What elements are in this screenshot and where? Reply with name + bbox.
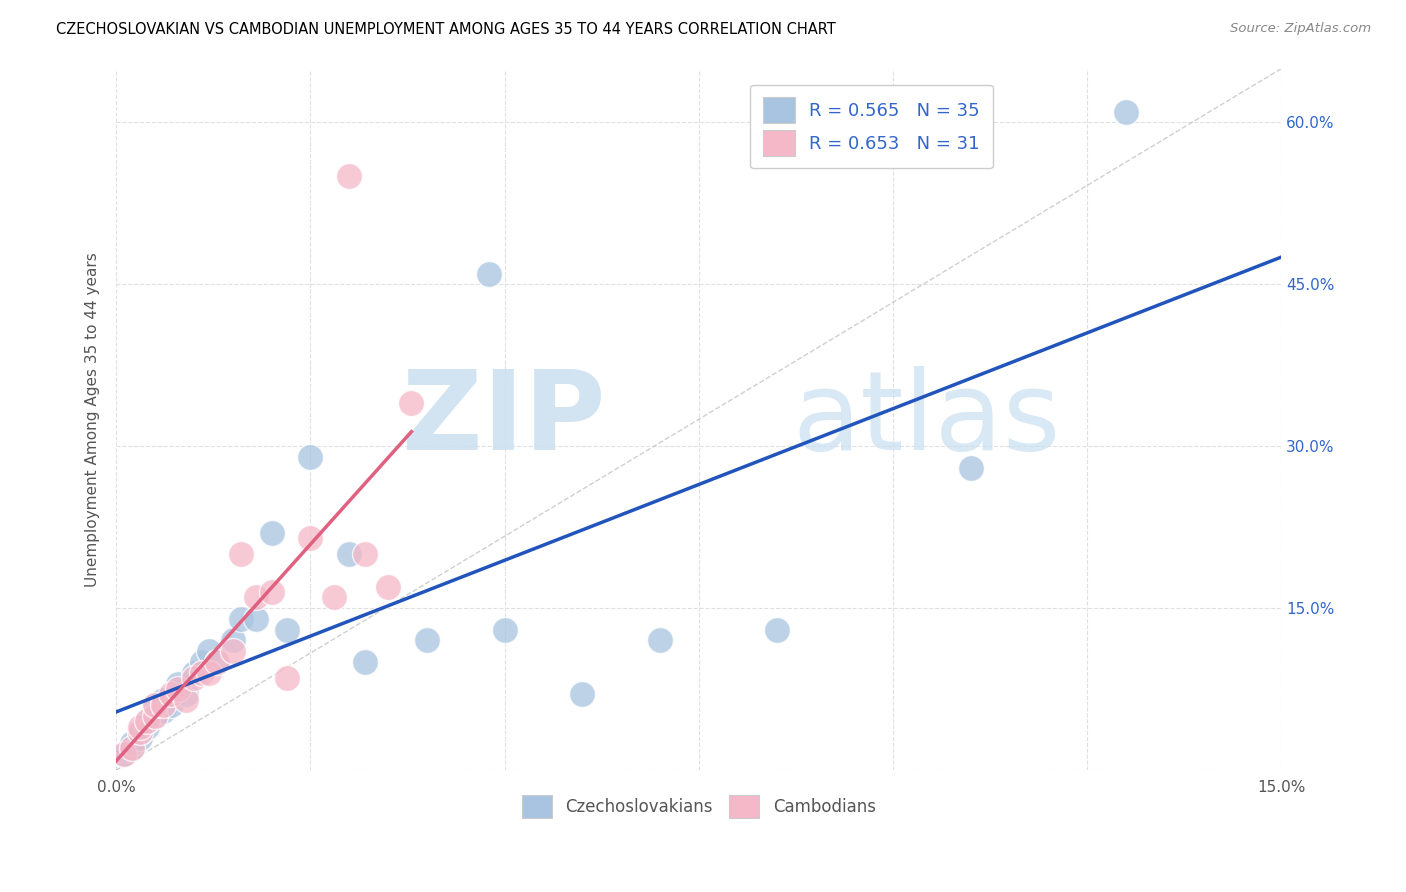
Point [401, 396, 423, 410]
Point [143, 709, 166, 723]
Point [136, 714, 159, 729]
Point [337, 169, 360, 184]
Point [276, 671, 298, 685]
Point [190, 655, 212, 669]
Point [207, 655, 229, 669]
Point [190, 665, 212, 680]
Point [299, 531, 322, 545]
Point [276, 623, 298, 637]
Point [494, 623, 516, 637]
Point [183, 671, 205, 685]
Point [174, 688, 197, 702]
Point [159, 698, 181, 713]
Point [765, 623, 787, 637]
Point [222, 633, 245, 648]
Point [121, 736, 143, 750]
Point [112, 747, 135, 761]
Point [353, 547, 375, 561]
Point [198, 644, 221, 658]
Point [322, 591, 344, 605]
Point [128, 720, 150, 734]
Point [183, 665, 205, 680]
Point [167, 681, 190, 696]
Point [128, 725, 150, 739]
Text: CZECHOSLOVAKIAN VS CAMBODIAN UNEMPLOYMENT AMONG AGES 35 TO 44 YEARS CORRELATION : CZECHOSLOVAKIAN VS CAMBODIAN UNEMPLOYMEN… [56, 22, 837, 37]
Point [353, 655, 375, 669]
Point [174, 693, 197, 707]
Point [112, 747, 135, 761]
Point [207, 655, 229, 669]
Point [136, 714, 159, 729]
Y-axis label: Unemployment Among Ages 35 to 44 years: Unemployment Among Ages 35 to 44 years [86, 252, 100, 587]
Text: ZIP: ZIP [402, 366, 606, 473]
Point [152, 698, 174, 713]
Point [136, 720, 159, 734]
Point [167, 676, 190, 690]
Point [229, 612, 252, 626]
Point [229, 547, 252, 561]
Point [260, 525, 283, 540]
Point [198, 665, 221, 680]
Point [159, 688, 181, 702]
Point [377, 580, 399, 594]
Point [121, 741, 143, 756]
Point [1115, 104, 1137, 119]
Point [128, 731, 150, 745]
Point [337, 547, 360, 561]
Text: atlas: atlas [792, 366, 1060, 473]
Point [152, 693, 174, 707]
Point [245, 591, 267, 605]
Point [143, 698, 166, 713]
Point [245, 612, 267, 626]
Point [121, 741, 143, 756]
Point [648, 633, 671, 648]
Point [143, 709, 166, 723]
Point [167, 681, 190, 696]
Point [416, 633, 439, 648]
Text: Source: ZipAtlas.com: Source: ZipAtlas.com [1230, 22, 1371, 36]
Point [128, 725, 150, 739]
Point [571, 688, 593, 702]
Point [260, 585, 283, 599]
Point [959, 460, 981, 475]
Point [299, 450, 322, 464]
Legend: Czechoslovakians, Cambodians: Czechoslovakians, Cambodians [515, 788, 883, 825]
Point [143, 698, 166, 713]
Point [222, 644, 245, 658]
Point [478, 267, 501, 281]
Point [152, 704, 174, 718]
